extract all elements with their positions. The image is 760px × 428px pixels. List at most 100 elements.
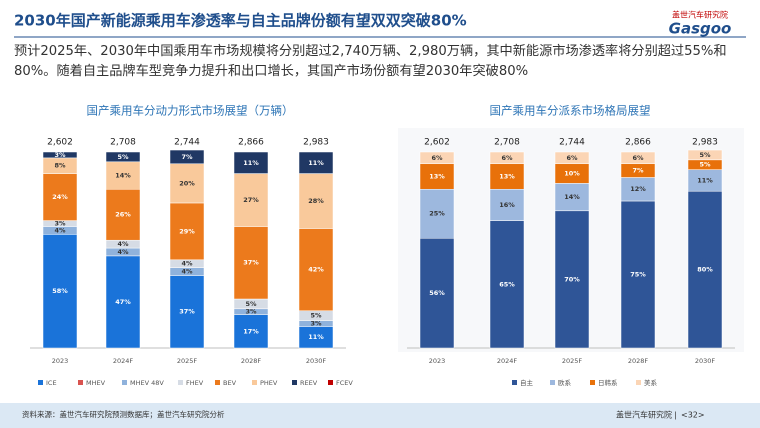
bar-segment bbox=[42, 234, 78, 349]
legend-label: 美系 bbox=[644, 378, 658, 387]
total-label: 2,744 bbox=[174, 138, 200, 148]
value-label: 6% bbox=[566, 154, 578, 162]
legend-label: FHEV bbox=[186, 379, 204, 387]
total-label: 2,744 bbox=[559, 138, 585, 148]
chart-title: 国产乘用车分动力形式市场展望（万辆） bbox=[87, 104, 294, 118]
legend-label: BEV bbox=[223, 379, 237, 387]
value-label: 4% bbox=[117, 240, 129, 248]
legend-swatch bbox=[215, 380, 220, 385]
value-label: 5% bbox=[245, 300, 257, 308]
value-label: 20% bbox=[179, 179, 195, 187]
legend-label: 自主 bbox=[520, 378, 534, 387]
total-label: 2,983 bbox=[303, 138, 329, 148]
total-label: 2,708 bbox=[110, 138, 136, 148]
bar-segment bbox=[169, 275, 205, 349]
value-label: 6% bbox=[501, 154, 513, 162]
bar-segment bbox=[105, 151, 141, 163]
x-tick-label: 2024F bbox=[113, 357, 134, 365]
value-label: 14% bbox=[564, 193, 580, 201]
value-label: 70% bbox=[564, 275, 580, 283]
legend-swatch bbox=[178, 380, 183, 385]
separator: | bbox=[674, 411, 677, 420]
summary: 预计2025年、2030年中国乘用车市场规模将分别超过2,740万辆、2,980… bbox=[14, 44, 727, 79]
bar-segment bbox=[419, 163, 455, 190]
total-label: 2,983 bbox=[692, 138, 718, 148]
bar-segment bbox=[687, 190, 723, 349]
legend-swatch bbox=[252, 380, 257, 385]
x-tick-label: 2028F bbox=[241, 357, 262, 365]
value-label: 7% bbox=[181, 153, 193, 161]
legend-swatch bbox=[590, 380, 595, 385]
x-tick-label: 2025F bbox=[177, 357, 198, 365]
bar-segment bbox=[233, 173, 269, 227]
legend-label: REEV bbox=[300, 379, 318, 387]
legend-label: 欧系 bbox=[558, 378, 572, 387]
value-label: 24% bbox=[52, 193, 68, 201]
legend-label: 日韩系 bbox=[598, 378, 618, 387]
legend-swatch bbox=[78, 380, 83, 385]
source: 资料来源：盖世汽车研究院预测数据库；盖世汽车研究院分析 bbox=[22, 409, 225, 419]
value-label: 5% bbox=[310, 312, 322, 320]
legend-label: MHEV bbox=[86, 379, 106, 387]
total-label: 2,708 bbox=[494, 138, 520, 148]
x-tick-label: 2030F bbox=[695, 357, 716, 365]
x-tick-label: 2023 bbox=[429, 357, 446, 365]
page-number: <32> bbox=[681, 411, 705, 420]
bar-segment bbox=[298, 228, 334, 312]
value-label: 58% bbox=[52, 287, 68, 295]
value-label: 12% bbox=[630, 185, 646, 193]
bar-segment bbox=[233, 226, 269, 300]
x-tick-label: 2023 bbox=[52, 357, 69, 365]
value-label: 11% bbox=[308, 333, 324, 341]
bar-segment bbox=[554, 151, 590, 165]
bar-segment bbox=[419, 188, 455, 239]
value-label: 13% bbox=[429, 173, 445, 181]
legend-swatch bbox=[550, 380, 555, 385]
value-label: 11% bbox=[243, 159, 259, 167]
value-label: 8% bbox=[54, 162, 66, 170]
value-label: 27% bbox=[243, 196, 259, 204]
value-label: 75% bbox=[630, 271, 646, 279]
bar-segment bbox=[620, 200, 656, 349]
value-label: 17% bbox=[243, 327, 259, 335]
slide-title: 2030年国产新能源乘用车渗透率与自主品牌份额有望双双突破80% bbox=[14, 12, 467, 30]
value-label: 7% bbox=[632, 167, 644, 175]
bar-segment bbox=[419, 151, 455, 165]
value-label: 3% bbox=[54, 151, 66, 159]
value-label: 3% bbox=[310, 320, 322, 328]
bar-segment bbox=[489, 220, 525, 349]
value-label: 47% bbox=[115, 298, 131, 306]
value-label: 4% bbox=[54, 226, 66, 234]
bar-segment bbox=[298, 151, 334, 174]
value-label: 25% bbox=[429, 210, 445, 218]
bar-segment bbox=[620, 151, 656, 165]
legend-swatch bbox=[122, 380, 127, 385]
value-label: 26% bbox=[115, 211, 131, 219]
legend-swatch bbox=[328, 380, 333, 385]
value-label: 5% bbox=[699, 151, 711, 159]
bar-segment bbox=[489, 151, 525, 165]
bar-segment bbox=[42, 151, 78, 159]
value-label: 3% bbox=[245, 308, 257, 316]
legend-swatch bbox=[38, 380, 43, 385]
legend-label: FCEV bbox=[336, 379, 353, 387]
value-label: 37% bbox=[243, 259, 259, 267]
value-label: 42% bbox=[308, 266, 324, 274]
x-tick-label: 2028F bbox=[628, 357, 649, 365]
footer-org: 盖世汽车研究院 bbox=[616, 410, 672, 420]
bar-segment bbox=[169, 202, 205, 261]
bar-segment bbox=[233, 314, 269, 349]
value-label: 4% bbox=[117, 248, 129, 256]
value-label: 37% bbox=[179, 308, 195, 316]
value-label: 5% bbox=[117, 153, 129, 161]
value-label: 13% bbox=[499, 173, 515, 181]
bar-segment bbox=[105, 255, 141, 349]
total-label: 2,602 bbox=[47, 138, 73, 148]
legend-swatch bbox=[292, 380, 297, 385]
legend-label: MHEV 48V bbox=[130, 379, 164, 387]
value-label: 11% bbox=[697, 176, 713, 184]
bar-segment bbox=[169, 163, 205, 204]
logo-cn: 盖世汽车研究院 bbox=[672, 10, 728, 20]
value-label: 5% bbox=[699, 161, 711, 169]
